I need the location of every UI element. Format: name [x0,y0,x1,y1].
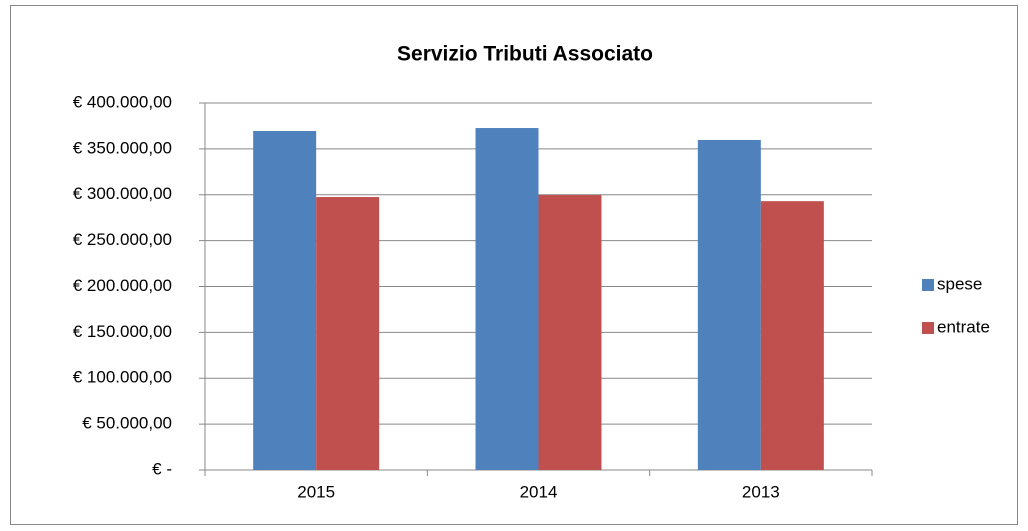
x-tick-label: 2014 [520,482,558,501]
y-tick-label: € 50.000,00 [82,414,172,433]
y-tick-label: € 200.000,00 [73,276,172,295]
legend-label: entrate [937,317,990,336]
x-tick-label: 2013 [742,482,780,501]
y-tick-label: € 300.000,00 [73,184,172,203]
bar [253,130,317,470]
bar [760,201,824,471]
legend-label: spese [937,274,982,293]
y-tick-label: € 400.000,00 [73,92,172,111]
chart-title: Servizio Tributi Associato [397,43,653,66]
legend-swatch [922,322,934,334]
legend-swatch [922,279,934,291]
bar [316,197,380,470]
y-tick-label: € 250.000,00 [73,230,172,249]
bar [697,139,761,470]
y-tick-label: € - [152,459,172,478]
y-tick-label: € 100.000,00 [73,368,172,387]
bar [538,195,602,470]
x-tick-label: 2015 [297,482,335,501]
bar [475,128,539,471]
y-tick-label: € 150.000,00 [73,322,172,341]
y-tick-label: € 350.000,00 [73,138,172,157]
